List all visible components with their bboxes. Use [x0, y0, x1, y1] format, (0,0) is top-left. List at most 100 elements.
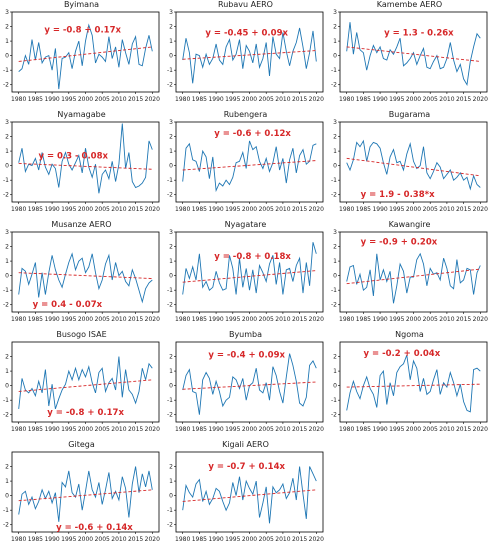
y-tick-label: 3: [5, 9, 9, 16]
x-tick-label: 1980: [11, 206, 26, 213]
y-tick-label: -1: [3, 287, 9, 294]
chart-panel: Byimana -2 -1 0 1 2 3 1980 1985 1990 1995 2000 2005 2…: [0, 0, 163, 110]
chart-panel: Musanze AERO -2 -1 0 1 2 3 1980 1985 1990 1995 2000…: [0, 220, 163, 330]
x-tick-label: 2010: [111, 536, 126, 543]
x-tick-label: 1990: [44, 96, 59, 103]
y-tick-label: 1: [5, 368, 9, 375]
y-tick-label: 2: [5, 24, 9, 31]
y-tick-label: -1: [167, 177, 173, 184]
x-tick-label: 1985: [356, 426, 371, 433]
y-tick-label: -1: [331, 177, 337, 184]
x-tick-label: 1990: [44, 536, 59, 543]
trend-line: [18, 46, 153, 62]
x-tick-label: 2005: [259, 426, 274, 433]
x-tick-label: 1990: [44, 206, 59, 213]
x-tick-label: 2020: [145, 206, 160, 213]
panel-title: Ngoma: [395, 330, 424, 339]
y-tick-label: 0: [169, 273, 173, 280]
trend-equation: y = -0.4 + 0.09x: [208, 351, 285, 361]
trend-equation: y = -0.45 + 0.09x: [205, 29, 288, 39]
trend-equation: y = -0.2 + 0.04x: [364, 349, 441, 359]
x-tick-label: 1990: [208, 206, 223, 213]
y-tick-label: 0: [333, 273, 337, 280]
x-tick-label: 2000: [242, 96, 257, 103]
x-tick-label: 2010: [275, 316, 290, 323]
chart-svg: -2 -1 0 1 2 3 1980 1985 1990 1995 2000 2005 2010 2015…: [167, 229, 324, 323]
chart-panel: Ngoma -2 -1 0 1 2 1980 1985 1990 1995 2000 2005 2010…: [328, 330, 491, 440]
y-tick-label: 1: [169, 38, 173, 45]
chart-panel: Nyamagabe -2 -1 0 1 2 3 1980 1985 1990 1995 2000 200…: [0, 110, 163, 220]
x-tick-label: 1980: [175, 96, 190, 103]
chart-svg: -2 -1 0 1 2 3 1980 1985 1990 1995 2000 2005 2010 2015…: [331, 229, 488, 323]
x-tick-label: 2000: [78, 426, 93, 433]
y-tick-label: -2: [331, 302, 337, 309]
x-tick-label: 1980: [11, 96, 26, 103]
y-tick-label: 2: [169, 464, 173, 471]
series-line: [346, 139, 481, 191]
trend-line: [346, 383, 481, 388]
trend-line: [182, 160, 317, 171]
series-line: [346, 252, 481, 304]
y-tick-label: 1: [169, 368, 173, 375]
x-tick-label: 1995: [225, 536, 240, 543]
y-tick-label: -1: [331, 397, 337, 404]
x-tick-label: 1980: [339, 316, 354, 323]
y-tick-label: 0: [5, 273, 9, 280]
y-tick-label: -1: [167, 397, 173, 404]
trend-equation: y = -0.9 + 0.20x: [361, 237, 438, 247]
x-tick-label: 2010: [439, 206, 454, 213]
x-tick-label: 1985: [28, 96, 43, 103]
series-line: [182, 242, 317, 295]
x-tick-label: 2000: [78, 536, 93, 543]
x-tick-label: 2005: [259, 96, 274, 103]
chart-panel: Nyagatare -2 -1 0 1 2 3 1980 1985 1990 1995 2000 200…: [164, 220, 327, 330]
y-tick-label: 0: [5, 383, 9, 390]
y-tick-label: 0: [5, 493, 9, 500]
y-tick-label: 3: [333, 119, 337, 126]
chart-svg: -2 -1 0 1 2 3 1980 1985 1990 1995 2000 2005 2010 2015…: [167, 9, 324, 103]
y-tick-label: 2: [5, 354, 9, 361]
y-tick-label: -1: [167, 507, 173, 514]
y-tick-label: 1: [5, 148, 9, 155]
x-tick-label: 2005: [95, 536, 110, 543]
trend-equation: y = 0.3 - 0.08x: [38, 151, 108, 161]
y-tick-label: 1: [333, 368, 337, 375]
x-tick-label: 2020: [473, 96, 488, 103]
x-tick-label: 1995: [225, 316, 240, 323]
x-tick-label: 1985: [28, 536, 43, 543]
x-tick-label: 2020: [473, 206, 488, 213]
x-tick-label: 1980: [11, 426, 26, 433]
chart-svg: -2 -1 0 1 2 3 1980 1985 1990 1995 2000 2005 2010 2015…: [3, 119, 160, 213]
panel-title: Nyamagabe: [57, 110, 106, 119]
y-tick-label: -2: [167, 302, 173, 309]
x-tick-label: 2015: [292, 426, 307, 433]
chart-panel: Rubavu AERO -2 -1 0 1 2 3 1980 1985 1990 1995 2000 2…: [164, 0, 327, 110]
chart-panel: Rubengera -2 -1 0 1 2 3 1980 1985 1990 1995 2000 200…: [164, 110, 327, 220]
chart-panel: Gitega -2 -1 0 1 2 1980 1985 1990 1995 2000 2005 201…: [0, 440, 163, 550]
x-tick-label: 1980: [175, 316, 190, 323]
x-tick-label: 2020: [309, 96, 324, 103]
y-tick-label: 0: [5, 163, 9, 170]
y-tick-label: 1: [169, 148, 173, 155]
y-tick-label: -1: [3, 67, 9, 74]
x-tick-label: 2020: [473, 316, 488, 323]
x-tick-label: 2020: [309, 206, 324, 213]
trend-line: [18, 379, 153, 392]
x-tick-label: 1990: [44, 426, 59, 433]
y-tick-label: 0: [333, 163, 337, 170]
y-tick-label: 0: [5, 53, 9, 60]
y-tick-label: 3: [169, 9, 173, 16]
series-line: [182, 140, 317, 193]
x-tick-label: 2015: [128, 536, 143, 543]
panel-title: Byumba: [228, 330, 263, 339]
y-tick-label: 1: [5, 38, 9, 45]
chart-svg: -2 -1 0 1 2 1980 1985 1990 1995 2000 2005 2010 2015 2…: [3, 341, 160, 433]
x-tick-label: 2000: [78, 96, 93, 103]
y-tick-label: 2: [5, 134, 9, 141]
series-line: [182, 27, 317, 84]
x-tick-label: 2015: [128, 96, 143, 103]
x-tick-label: 1985: [192, 426, 207, 433]
x-tick-label: 1995: [389, 426, 404, 433]
y-tick-label: -2: [3, 412, 9, 419]
y-tick-label: 3: [169, 119, 173, 126]
